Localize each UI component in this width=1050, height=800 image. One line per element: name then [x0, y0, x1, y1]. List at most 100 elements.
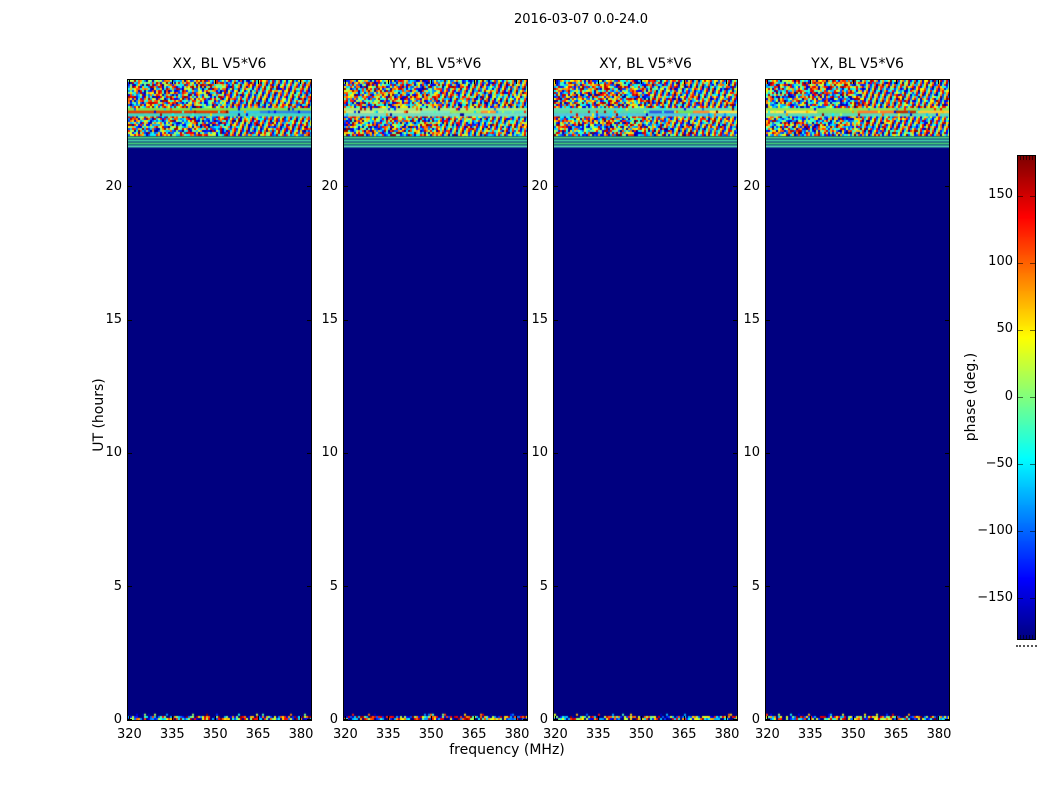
y-tick-label: 20	[105, 178, 122, 194]
tick-mark	[766, 186, 770, 188]
tick-mark	[852, 716, 854, 720]
tick-mark	[554, 186, 558, 188]
x-tick-label: 335	[797, 727, 823, 742]
panel-yx: YX, BL V5*V6 0 5 10 15 20 320 335 350 365 380	[743, 56, 951, 742]
tick-mark	[516, 716, 518, 720]
tick-mark	[895, 716, 897, 720]
colorbar-minor-tick	[1029, 156, 1030, 160]
panel-xy: XY, BL V5*V6 0 5 10 15 20 320 335 350 365 380	[531, 56, 739, 742]
y-tick-label: 10	[743, 445, 760, 461]
tick-mark	[945, 319, 949, 321]
tick-mark	[300, 80, 302, 84]
tick-mark	[733, 319, 737, 321]
y-axis-label: UT (hours)	[91, 378, 107, 452]
tick-mark	[523, 186, 527, 188]
colorbar-tick-mark	[1030, 464, 1035, 466]
colorbar-minor-tick	[1029, 635, 1030, 639]
y-tick-label: 5	[539, 578, 548, 594]
tick-mark	[554, 319, 558, 321]
x-axis-label: frequency (MHz)	[449, 742, 565, 758]
panel-xx: XX, BL V5*V6 0 5 10 15 20 320 335 350 365 380	[105, 56, 313, 742]
y-tick-label: 15	[531, 312, 548, 327]
colorbar-tick-mark	[1030, 262, 1035, 264]
tick-mark	[554, 80, 556, 84]
x-tick-label: 380	[714, 727, 740, 742]
tick-mark	[344, 319, 348, 321]
tick-mark	[344, 452, 348, 454]
x-tick-label: 365	[883, 727, 909, 742]
colorbar-minor-tick	[1026, 156, 1027, 160]
tick-mark	[766, 80, 768, 84]
tick-mark	[516, 80, 518, 84]
tick-mark	[938, 80, 940, 84]
tick-mark	[344, 186, 348, 188]
tick-mark	[726, 80, 728, 84]
colorbar-gradient	[1018, 156, 1035, 639]
tick-mark	[945, 186, 949, 188]
tick-mark	[128, 719, 132, 720]
y-tick-label: 20	[531, 178, 548, 194]
tick-mark	[128, 452, 132, 454]
heatmap-canvas	[554, 80, 737, 720]
tick-mark	[473, 716, 475, 720]
tick-mark	[344, 586, 348, 588]
x-tick-label: 365	[461, 727, 487, 742]
tick-mark	[430, 80, 432, 84]
y-tick-label: 5	[113, 578, 122, 594]
colorbar-tick-mark	[1030, 195, 1035, 197]
colorbar-tick-label: 50	[996, 321, 1013, 337]
tick-mark	[214, 716, 216, 720]
heatmap-canvas	[344, 80, 527, 720]
colorbar-tick-mark	[1018, 464, 1023, 466]
tick-mark	[128, 716, 130, 720]
tick-mark	[128, 186, 132, 188]
y-tick-label: 20	[321, 178, 338, 194]
colorbar-tick-mark	[1018, 397, 1023, 398]
tick-mark	[128, 80, 130, 84]
tick-mark	[430, 716, 432, 720]
tick-mark	[554, 452, 558, 454]
y-tick-label: 10	[321, 445, 338, 461]
x-tick-label: 380	[288, 727, 314, 742]
panel-title: XY, BL V5*V6	[599, 56, 692, 72]
tick-mark	[307, 186, 311, 188]
y-tick-label: 0	[329, 712, 338, 727]
tick-mark	[473, 80, 475, 84]
tick-mark	[733, 452, 737, 454]
tick-mark	[733, 586, 737, 588]
x-tick-label: 320	[755, 727, 780, 742]
colorbar-tick-mark	[1030, 397, 1035, 398]
tick-mark	[852, 80, 854, 84]
tick-mark	[171, 80, 173, 84]
tick-mark	[307, 319, 311, 321]
colorbar-tick-label: −50	[985, 455, 1013, 471]
tick-mark	[554, 716, 556, 720]
tick-mark	[344, 719, 348, 720]
colorbar-minor-tick	[1032, 635, 1033, 639]
tick-mark	[257, 80, 259, 84]
x-tick-label: 320	[333, 727, 358, 742]
tick-mark	[938, 716, 940, 720]
tick-mark	[766, 452, 770, 454]
x-tick-label: 320	[117, 727, 142, 742]
tick-mark	[766, 319, 770, 321]
x-tick-label: 365	[245, 727, 271, 742]
colorbar-tick-mark	[1030, 598, 1035, 600]
tick-mark	[683, 716, 685, 720]
panel-title: YX, BL V5*V6	[811, 56, 904, 72]
x-tick-label: 335	[159, 727, 185, 742]
y-tick-label: 5	[329, 578, 338, 594]
tick-mark	[554, 719, 558, 720]
x-tick-label: 380	[504, 727, 530, 742]
tick-mark	[597, 716, 599, 720]
x-tick-label: 335	[585, 727, 611, 742]
heatmap-canvas	[128, 80, 311, 720]
colorbar-tick-label: −100	[977, 522, 1013, 538]
tick-mark	[733, 186, 737, 188]
tick-mark	[257, 716, 259, 720]
colorbar	[1017, 155, 1036, 640]
colorbar-tick-mark	[1018, 531, 1023, 533]
x-tick-label: 350	[202, 727, 228, 742]
colorbar-dotted-mark	[1016, 645, 1037, 647]
